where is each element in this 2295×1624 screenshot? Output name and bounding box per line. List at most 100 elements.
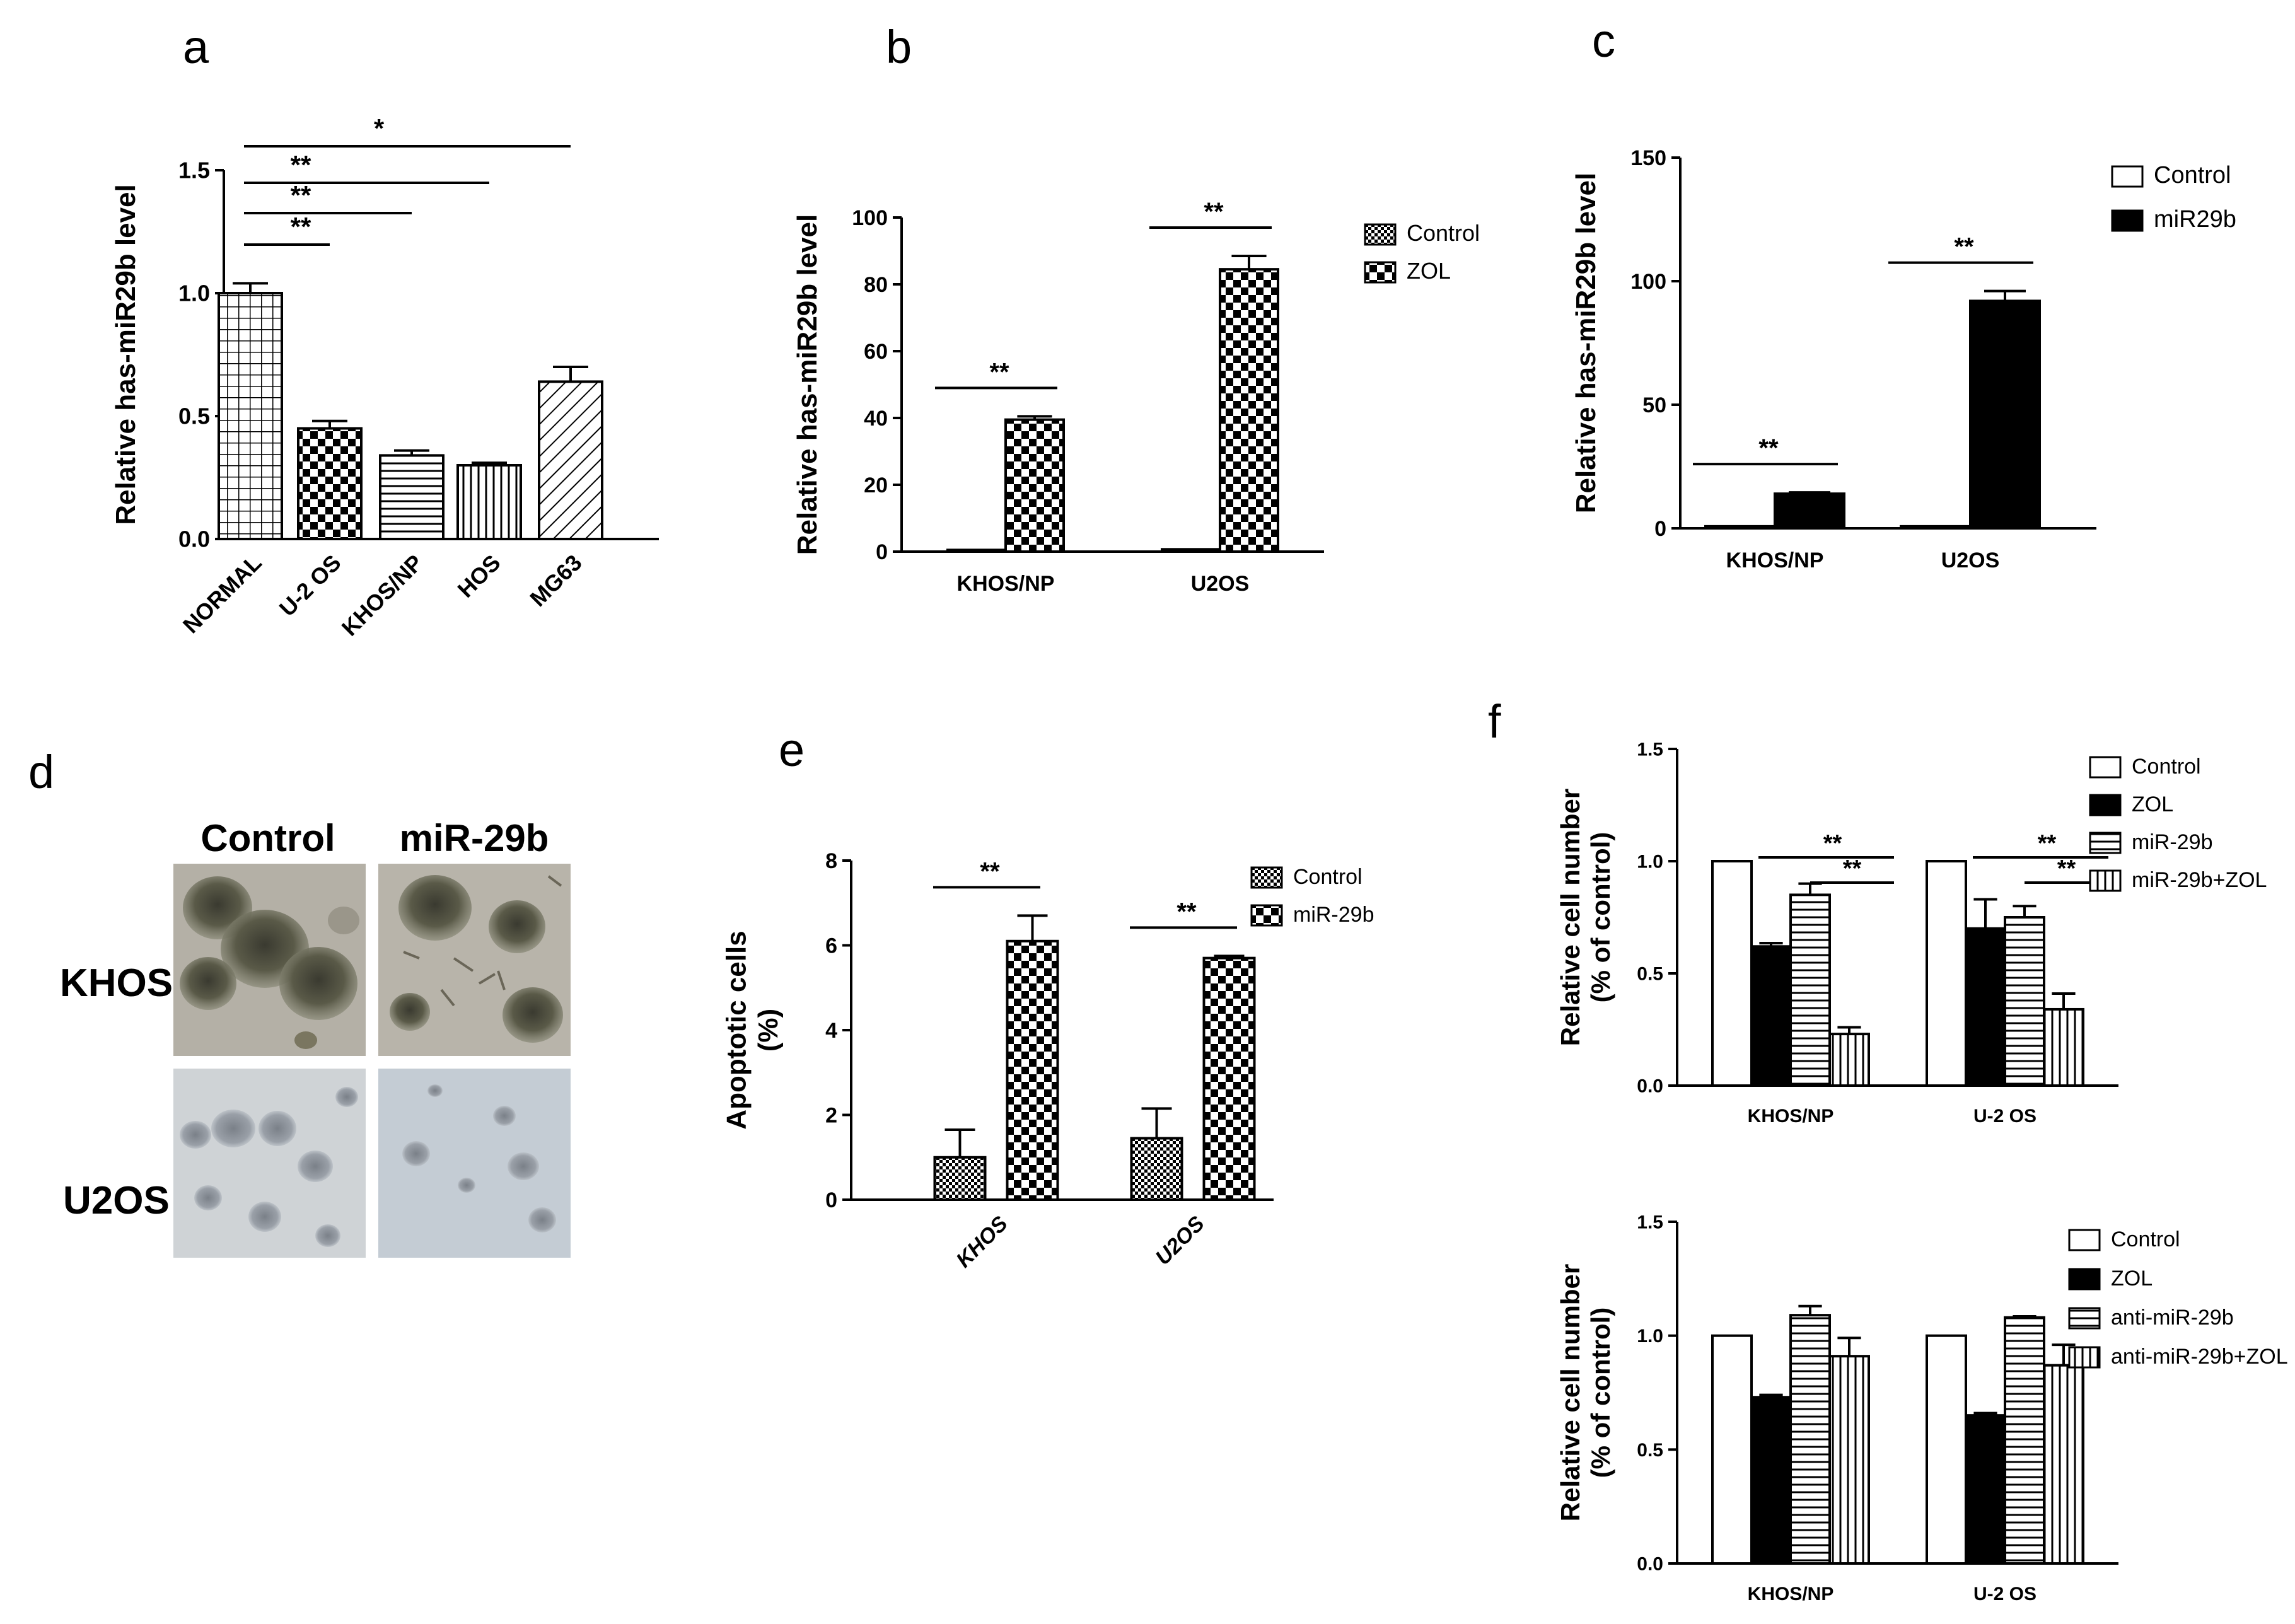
- y-tick-label-e: 2: [825, 1103, 837, 1127]
- x-tick-label-f-bottom: U-2 OS: [1973, 1584, 2036, 1604]
- x-tick-label-a: NORMAL: [178, 550, 267, 639]
- y-tick-label-f-top: 1.0: [1637, 852, 1663, 873]
- y-tick-label-a: 0.0: [178, 526, 210, 552]
- bar-khos-np-zol: [1004, 418, 1065, 554]
- y-tick-label-f-bottom: 1.5: [1637, 1212, 1663, 1233]
- bar-u-2-os-control: [1926, 1334, 1967, 1565]
- legend-label-anti-mir-29b-zol: anti-miR-29b+ZOL: [2111, 1345, 2288, 1369]
- y-tick-label-b: 0: [876, 540, 888, 564]
- bar-u-2-os: [297, 427, 363, 540]
- micrograph-column-label-control: Control: [200, 817, 335, 859]
- y-tick-label-f-bottom: 1.0: [1637, 1326, 1663, 1347]
- x-tick-label-f-top: U-2 OS: [1973, 1106, 2036, 1127]
- bar-khos-np-control: [1711, 860, 1753, 1087]
- legend-label-control: Control: [2111, 1227, 2180, 1251]
- y-tick-label-a: 0.5: [178, 403, 210, 429]
- bar-u-2-os-anti-mir-29b: [2004, 1316, 2045, 1565]
- bar-hos: [456, 464, 522, 540]
- bar-khos-np-control: [946, 548, 1007, 553]
- x-tick-label-b: KHOS/NP: [957, 572, 1055, 596]
- x-tick-label-f-bottom: KHOS/NP: [1748, 1584, 1834, 1604]
- y-tick-label-b: 100: [852, 206, 888, 230]
- micrograph-panel-d: Control miR-29b KHOS U2OS: [60, 817, 571, 1258]
- y-tick-label-f-top: 1.5: [1637, 740, 1663, 760]
- y-axis-label-line1: Relative cell number: [1555, 789, 1585, 1047]
- bar-mg63: [538, 380, 603, 541]
- bar-u2os-control: [1130, 1137, 1183, 1202]
- significance-label: **: [2057, 856, 2076, 882]
- legend-swatch-control: [2111, 165, 2144, 188]
- y-tick-label-e: 0: [825, 1188, 837, 1212]
- micrograph-u2os-mir29b: [378, 1069, 571, 1258]
- chart-panel-c: 0 50 100 150 Relative has-miR29b level KHOS/N…: [1571, 146, 2236, 572]
- significance-label: *: [374, 113, 385, 143]
- x-tick-label-a: KHOS/NP: [337, 550, 428, 641]
- y-axis-label-line2: (% of control): [1586, 1308, 1615, 1478]
- chart-panel-b: 0 20 40 60 80 100 Relative has-miR29b level KHO…: [792, 198, 1480, 596]
- y-axis-label-line2: (% of control): [1586, 832, 1615, 1003]
- bar-khos-np-anti-mir-29b-zol: [1828, 1355, 1870, 1565]
- x-tick-label-f-top: KHOS/NP: [1748, 1106, 1834, 1127]
- y-tick-label-a: 1.0: [178, 281, 210, 306]
- y-tick-label-b: 80: [864, 273, 888, 297]
- legend-swatch-control: [2089, 756, 2122, 779]
- bar-normal: [218, 292, 283, 540]
- y-tick-label-c: 50: [1642, 393, 1666, 417]
- micrograph-row-label-u2os: U2OS: [63, 1179, 170, 1222]
- y-axis-label-line1: Apoptotic cells: [721, 931, 752, 1129]
- significance-label: **: [291, 212, 311, 241]
- legend-label-mir-29b: miR-29b: [2132, 830, 2212, 854]
- significance-label: **: [2038, 830, 2057, 857]
- y-tick-label-f-top: 0.0: [1637, 1076, 1663, 1097]
- legend-label-anti-mir-29b: anti-miR-29b: [2111, 1306, 2234, 1330]
- x-tick-label-b: U2OS: [1191, 572, 1250, 596]
- legend-swatch-zol: [2068, 1268, 2101, 1290]
- bar-khos-control: [933, 1156, 987, 1201]
- legend-swatch-control: [2068, 1229, 2101, 1251]
- micrograph-khos-control: [173, 864, 366, 1056]
- x-tick-label-e: U2OS: [1151, 1212, 1209, 1270]
- x-tick-label-e: KHOS: [951, 1212, 1013, 1273]
- bar-u-2-os-zol: [1965, 1414, 2006, 1565]
- chart-panel-f-top: 0.0 0.5 1.0 1.5 Relative cell number(% of co…: [1555, 740, 2267, 1127]
- micrograph-khos-mir29b: [378, 864, 571, 1056]
- bar-u2os-control: [1900, 525, 1972, 530]
- chart-panel-e: 0 2 4 6 8 Apoptotic cells(%) KHOS U2OS ** ** Contr…: [721, 849, 1374, 1272]
- x-tick-label-a: U-2 OS: [274, 550, 346, 622]
- significance-label: **: [1954, 233, 1974, 261]
- bar-u-2-os-zol: [1965, 927, 2006, 1088]
- legend-swatch-mir-29b: [1250, 904, 1283, 927]
- y-tick-label-b: 40: [864, 407, 888, 431]
- bar-khos-np: [379, 454, 444, 541]
- legend-label-control: Control: [2154, 162, 2231, 188]
- significance-label: **: [291, 180, 311, 210]
- bar-u2os-mir-29b: [1202, 956, 1256, 1202]
- significance-label: **: [1823, 830, 1842, 857]
- y-tick-label-b: 60: [864, 340, 888, 364]
- micrograph-row-label-khos: KHOS: [60, 961, 173, 1005]
- bar-khos-np-mir-29b: [1789, 893, 1831, 1088]
- bar-u2os-control: [1161, 548, 1221, 553]
- legend-swatch-mir-29b-zol: [2089, 869, 2122, 892]
- legend-swatch-mir-29b: [2089, 832, 2122, 854]
- bar-khos-np-control: [1711, 1334, 1753, 1565]
- legend-label-mir-29b: miR-29b: [1293, 903, 1374, 927]
- y-axis-label-f-top: Relative cell number(% of control): [1555, 789, 1615, 1047]
- y-axis-label-f-bottom: Relative cell number(% of control): [1555, 1264, 1615, 1522]
- y-axis-label-c: Relative has-miR29b level: [1571, 173, 1601, 513]
- y-axis-label-line1: Relative cell number: [1555, 1264, 1585, 1522]
- y-tick-label-c: 100: [1630, 270, 1666, 294]
- legend-label-mir29b: miR29b: [2154, 206, 2236, 233]
- panel-letter-a: a: [183, 21, 209, 73]
- legend-swatch-anti-mir-29b: [2068, 1307, 2101, 1330]
- bar-khos-np-zol: [1750, 1396, 1792, 1565]
- panel-letter-f: f: [1488, 695, 1501, 748]
- legend-label-control: Control: [2132, 755, 2201, 779]
- y-tick-label-f-bottom: 0.0: [1637, 1554, 1663, 1575]
- bar-khos-np-mir29b: [1774, 492, 1845, 530]
- y-axis-label-a: Relative has-miR29b level: [110, 184, 141, 525]
- legend-label-mir-29b-zol: miR-29b+ZOL: [2132, 868, 2267, 892]
- legend-swatch-anti-mir-29b-zol: [2068, 1346, 2101, 1369]
- bar-u2os-zol: [1219, 268, 1279, 553]
